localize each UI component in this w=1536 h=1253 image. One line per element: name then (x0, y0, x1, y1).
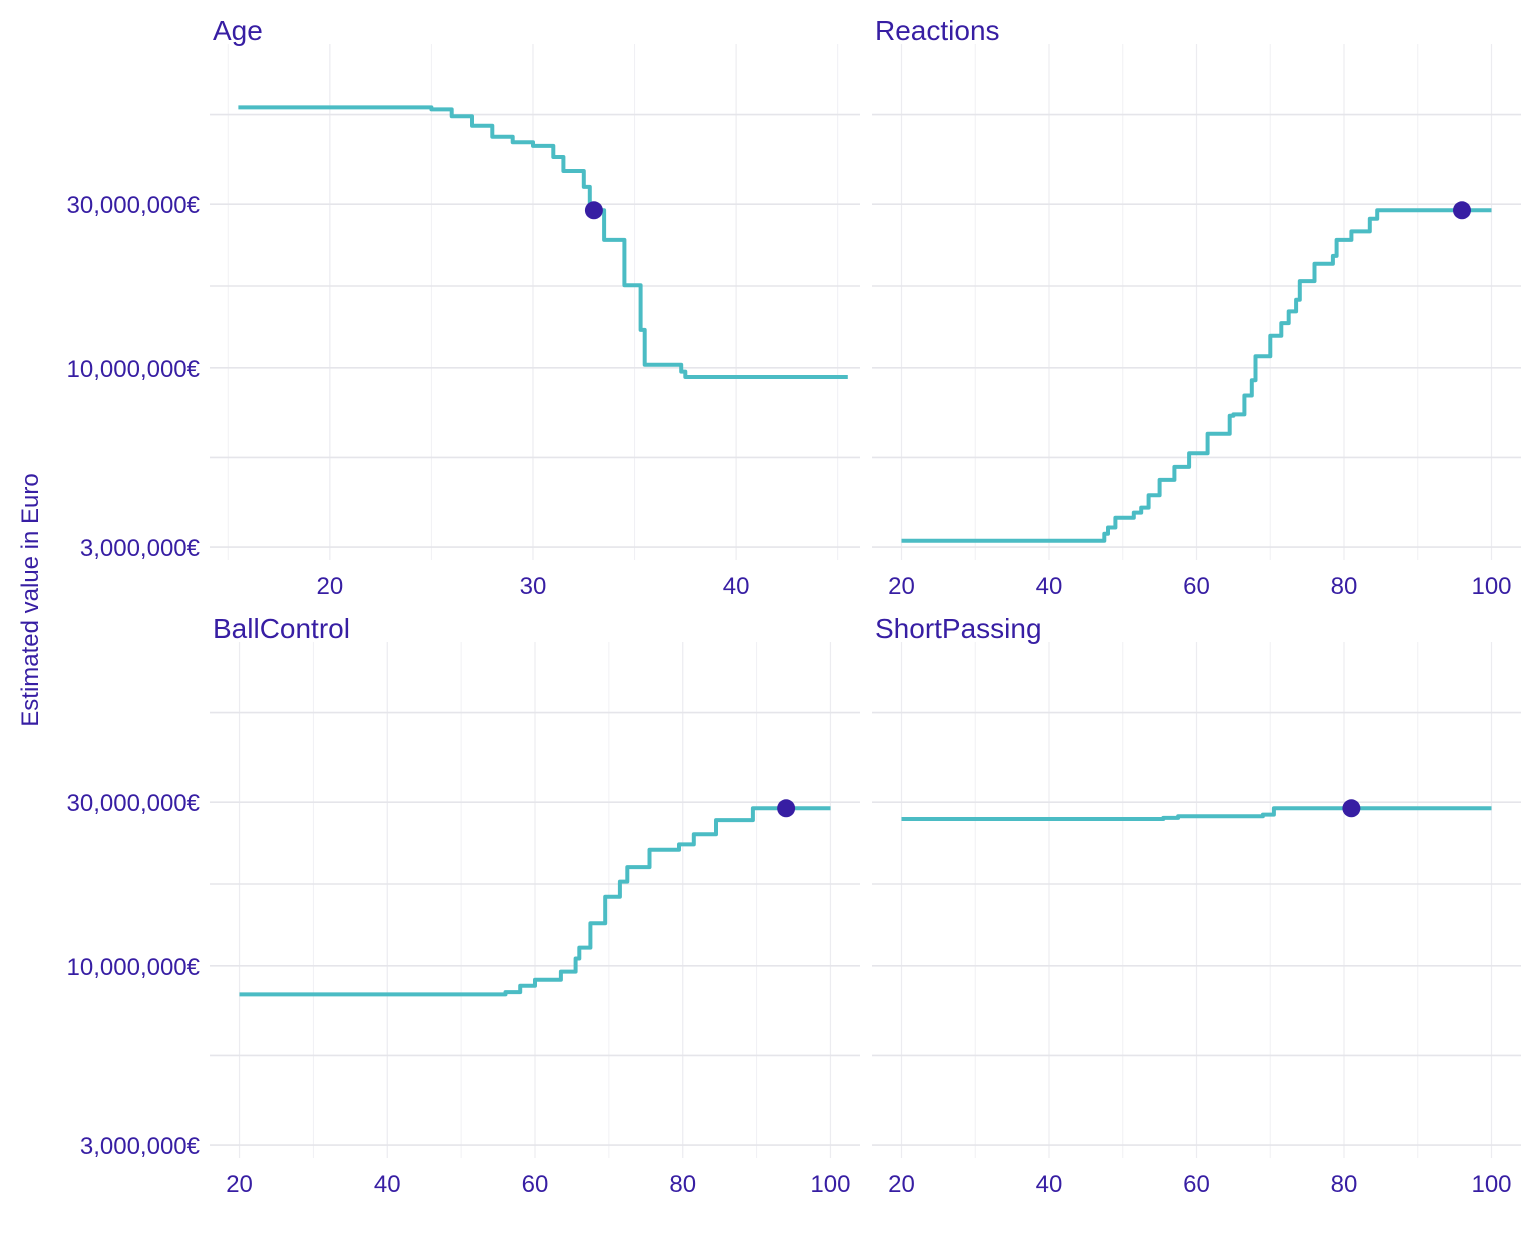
observation-point (1453, 201, 1471, 220)
panel-reactions: Reactions 20 40 60 80 100 (872, 15, 1521, 600)
observation-point (584, 201, 603, 220)
panel-title: Age (213, 15, 263, 46)
x-tick-label: 80 (669, 1171, 696, 1198)
x-tick-label: 20 (888, 573, 915, 600)
panel-age: Age 20 30 40 3,000,000€ 10,000,000€ 30,000,000… (67, 15, 860, 600)
x-tick-label: 40 (1036, 1171, 1063, 1198)
profile-line (239, 806, 831, 997)
panel-title: BallControl (213, 613, 350, 644)
x-tick-label: 60 (1183, 1171, 1210, 1198)
x-tick-label: 20 (226, 1171, 253, 1198)
x-tick-label: 100 (1471, 1171, 1511, 1198)
y-tick-label: 30,000,000€ (67, 192, 201, 219)
panel-shortpassing: ShortPassing 20 40 60 80 100 (872, 613, 1521, 1198)
x-tick-label: 40 (1036, 573, 1063, 600)
y-tick-label: 30,000,000€ (67, 790, 201, 817)
x-tick-label: 20 (316, 573, 343, 600)
x-tick-label: 20 (888, 1171, 915, 1198)
x-tick-label: 60 (522, 1171, 549, 1198)
observation-point (1342, 799, 1361, 818)
x-tick-label: 40 (374, 1171, 401, 1198)
panel-ballcontrol: BallControl 20 40 60 80 100 3,000,000€ 10,000,0… (67, 613, 860, 1198)
profile-line (238, 105, 848, 379)
x-tick-label: 100 (1471, 573, 1511, 600)
x-tick-label: 100 (810, 1171, 850, 1198)
y-axis-label: Estimated value in Euro (17, 473, 44, 726)
profile-line (901, 208, 1492, 543)
y-tick-label: 3,000,000€ (80, 535, 201, 562)
x-tick-label: 80 (1331, 573, 1358, 600)
panel-title: Reactions (875, 15, 1000, 46)
panel-title: ShortPassing (875, 613, 1042, 644)
profile-line (901, 806, 1492, 821)
x-tick-label: 30 (520, 573, 547, 600)
y-tick-label: 3,000,000€ (80, 1133, 201, 1160)
y-tick-label: 10,000,000€ (67, 954, 201, 981)
x-tick-label: 60 (1183, 573, 1210, 600)
y-tick-label: 10,000,000€ (67, 356, 201, 383)
x-tick-label: 40 (723, 573, 750, 600)
observation-point (777, 799, 796, 818)
x-tick-label: 80 (1331, 1171, 1358, 1198)
